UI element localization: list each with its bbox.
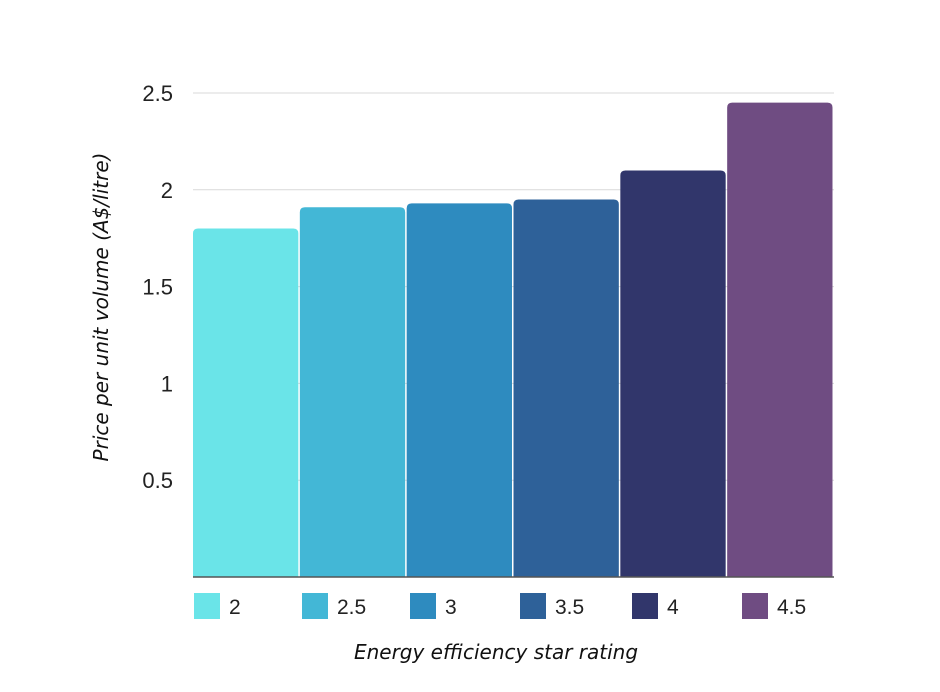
y-axis-title: Price per unit volume (A$/litre) <box>89 153 113 462</box>
bar-4 <box>620 170 726 577</box>
legend-swatch <box>410 593 436 619</box>
legend: 2 2.5 3 3.5 4 4.5 <box>194 593 806 619</box>
legend-label: 2 <box>229 596 241 619</box>
legend-label: 3.5 <box>555 596 584 619</box>
bar-4-5 <box>727 102 833 578</box>
legend-label: 4 <box>667 596 679 619</box>
legend-label: 4.5 <box>777 596 806 619</box>
x-axis-title: Energy efficiency star rating <box>354 640 638 664</box>
y-tick-label: 0.5 <box>142 468 173 493</box>
legend-swatch <box>520 593 546 619</box>
y-tick-label: 1.5 <box>142 275 173 300</box>
bar-3-5 <box>513 199 619 578</box>
legend-swatch <box>302 593 328 619</box>
legend-swatch <box>194 593 220 619</box>
legend-swatch <box>742 593 768 619</box>
y-tick-label: 2.5 <box>142 81 173 106</box>
bar-2 <box>193 228 299 577</box>
bar-3 <box>406 203 512 578</box>
bars <box>193 102 833 578</box>
y-axis-ticks: 0.5 1 1.5 2 2.5 <box>142 81 173 493</box>
y-tick-label: 1 <box>161 371 173 396</box>
y-tick-label: 2 <box>161 178 173 203</box>
legend-label: 3 <box>445 596 457 619</box>
legend-swatch <box>632 593 658 619</box>
legend-label: 2.5 <box>337 596 366 619</box>
bar-2-5 <box>299 207 406 577</box>
